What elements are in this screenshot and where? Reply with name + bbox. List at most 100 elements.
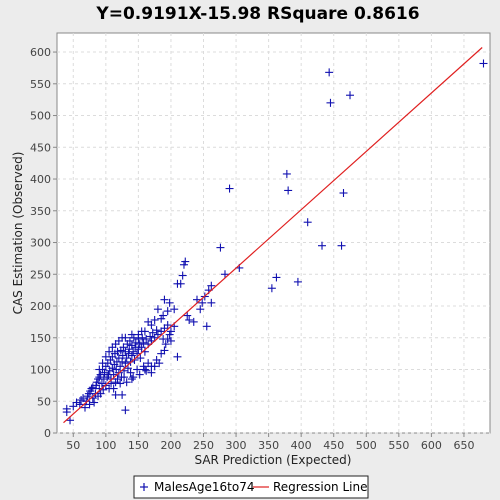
legend: MalesAge16to74 Regression Line: [133, 475, 369, 499]
data-point: [198, 298, 207, 307]
data-point: [183, 311, 192, 320]
data-point: [100, 368, 109, 377]
x-tick-label: 650: [453, 439, 474, 452]
data-point: [126, 368, 135, 377]
series-layer: [62, 47, 488, 425]
x-tick-label: 450: [323, 439, 344, 452]
data-point: [220, 270, 229, 279]
data-point: [85, 400, 94, 409]
chart-title: Y=0.9191X-15.98 RSquare 0.8616: [95, 4, 419, 24]
data-point: [118, 390, 127, 399]
x-tick-label: 300: [226, 439, 247, 452]
data-point: [153, 305, 162, 314]
data-point: [101, 352, 110, 361]
data-point: [137, 343, 146, 352]
data-point: [267, 284, 276, 293]
data-point: [108, 364, 117, 373]
data-point: [116, 379, 125, 388]
data-point: [127, 351, 136, 360]
data-point: [142, 366, 151, 375]
data-point: [163, 307, 172, 316]
data-point: [130, 355, 139, 364]
data-point: [116, 362, 125, 371]
data-point: [135, 370, 144, 379]
x-tick-label: 50: [66, 439, 80, 452]
y-tick-label: 200: [30, 300, 51, 313]
data-point: [163, 335, 172, 344]
x-tick-label: 150: [128, 439, 149, 452]
legend-label-points: MalesAge16to74: [154, 480, 254, 494]
data-point: [479, 59, 488, 68]
data-point: [99, 375, 108, 384]
data-point: [137, 327, 146, 336]
data-point: [225, 184, 234, 193]
data-point: [163, 321, 172, 330]
y-tick-label: 250: [30, 268, 51, 281]
data-point: [113, 375, 122, 384]
data-point: [87, 384, 96, 393]
x-tick-label: 200: [160, 439, 181, 452]
x-tick-label: 350: [258, 439, 279, 452]
data-point: [173, 352, 182, 361]
data-point: [88, 383, 97, 392]
data-point: [326, 98, 335, 107]
data-point: [284, 186, 293, 195]
grid-lines: [57, 33, 490, 434]
data-point: [346, 91, 355, 100]
data-point: [181, 257, 190, 266]
x-tick-label: 500: [356, 439, 377, 452]
data-point: [62, 404, 71, 413]
data-point: [72, 398, 81, 407]
data-point: [113, 347, 122, 356]
data-point: [160, 295, 169, 304]
x-tick-label: 550: [388, 439, 409, 452]
data-point: [109, 384, 118, 393]
data-point: [303, 218, 312, 227]
data-point: [170, 305, 179, 314]
y-tick-label: 450: [30, 141, 51, 154]
data-point: [337, 241, 346, 250]
data-point: [165, 298, 174, 307]
data-point: [202, 322, 211, 331]
data-point: [75, 400, 84, 409]
data-point: [90, 398, 99, 407]
data-point: [127, 375, 136, 384]
y-tick-label: 400: [30, 173, 51, 186]
data-point: [189, 317, 198, 326]
data-point: [166, 336, 175, 345]
data-point: [150, 315, 159, 324]
data-point: [165, 330, 174, 339]
y-tick-label: 500: [30, 110, 51, 123]
data-point: [318, 241, 327, 250]
data-point: [272, 273, 281, 282]
regression-line: [63, 47, 483, 424]
data-point: [105, 347, 114, 356]
data-point: [161, 340, 170, 349]
y-tick-label: 350: [30, 205, 51, 218]
data-point: [97, 379, 106, 388]
data-point: [155, 359, 164, 368]
data-point: [207, 281, 216, 290]
data-point: [196, 305, 205, 314]
data-point: [121, 406, 130, 415]
x-tick-label: 100: [95, 439, 116, 452]
data-point: [127, 330, 136, 339]
x-tick-label: 600: [421, 439, 442, 452]
data-point: [122, 378, 131, 387]
data-point: [129, 373, 138, 382]
data-point: [122, 354, 131, 363]
x-axis-title: SAR Prediction (Expected): [195, 453, 352, 467]
y-tick-label: 600: [30, 46, 51, 59]
y-axis-title: CAS Estimation (Observed): [11, 152, 25, 315]
data-point: [80, 403, 89, 412]
data-point: [118, 357, 127, 366]
y-tick-label: 50: [37, 395, 51, 408]
data-point: [95, 365, 104, 374]
data-point: [185, 315, 194, 324]
data-point: [121, 333, 130, 342]
data-point: [293, 277, 302, 286]
data-point: [140, 365, 149, 374]
data-point: [121, 359, 130, 368]
x-tick-label: 400: [291, 439, 312, 452]
data-point: [129, 347, 138, 356]
